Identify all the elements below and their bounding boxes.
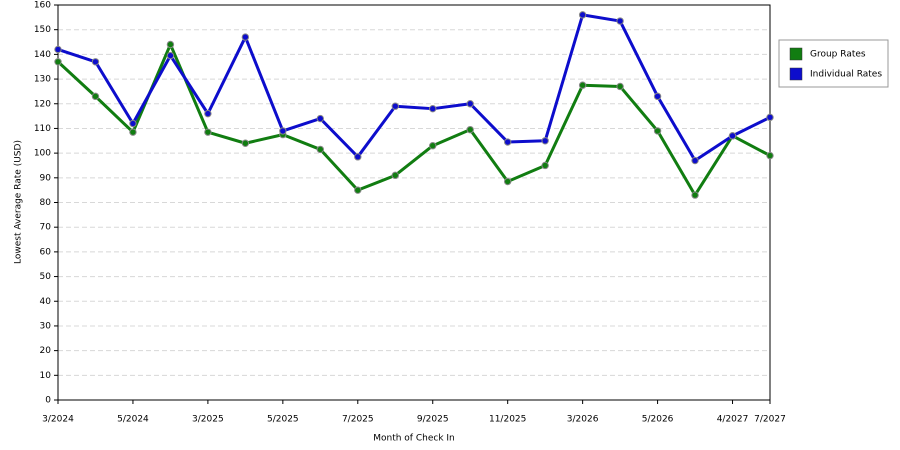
point — [166, 51, 175, 60]
plot-frame — [57, 4, 771, 401]
y-tick-label: 120 — [34, 99, 51, 109]
point — [204, 109, 212, 118]
point — [241, 33, 250, 41]
point — [503, 138, 512, 146]
point — [316, 114, 325, 123]
y-tick-label: 10 — [40, 371, 52, 381]
point — [279, 127, 287, 135]
y-tick-label: 150 — [34, 25, 51, 35]
point — [54, 58, 62, 66]
y-tick-label: 130 — [34, 75, 51, 85]
x-tick-label: 3/2026 — [567, 415, 599, 425]
legend-swatch — [789, 67, 803, 81]
point — [354, 153, 362, 161]
point — [578, 81, 587, 89]
y-tick-label: 20 — [40, 346, 52, 356]
point — [616, 17, 624, 25]
y-tick-label: 30 — [40, 321, 52, 331]
y-tick-label: 50 — [40, 272, 52, 282]
point — [653, 92, 662, 101]
x-tick-label: 11/2025 — [489, 415, 526, 425]
y-tick-label: 90 — [40, 173, 52, 183]
point — [728, 132, 737, 140]
y-tick-label: 40 — [40, 297, 52, 307]
point — [503, 177, 512, 186]
point — [129, 119, 137, 128]
point — [129, 128, 137, 136]
x-tick-label: 7/2025 — [342, 415, 374, 425]
point — [91, 58, 100, 66]
point — [354, 186, 362, 194]
point — [391, 171, 399, 180]
x-tick-label: 5/2024 — [117, 415, 149, 425]
point — [766, 113, 774, 122]
x-tick-label: 7/2027 — [754, 415, 786, 425]
y-tick-label: 110 — [34, 124, 51, 134]
point — [466, 100, 474, 108]
y-axis-label: Lowest Average Rate (USD) — [14, 140, 24, 264]
point — [429, 142, 437, 150]
point — [691, 191, 699, 199]
x-tick-label: 9/2025 — [417, 415, 449, 425]
point — [653, 127, 662, 135]
point — [91, 92, 100, 101]
point — [204, 128, 212, 136]
x-tick-label: 3/2025 — [192, 415, 224, 425]
point — [541, 161, 549, 170]
point — [466, 125, 474, 134]
x-tick-label: 3/2024 — [42, 415, 74, 425]
x-axis-label: Month of Check In — [373, 434, 455, 444]
y-tick-label: 70 — [40, 223, 52, 233]
y-tick-label: 0 — [45, 396, 51, 406]
point — [616, 82, 624, 91]
y-tick-label: 80 — [40, 198, 52, 208]
x-tick-label: 5/2026 — [642, 415, 674, 425]
y-tick-label: 140 — [34, 50, 51, 60]
point — [316, 145, 325, 154]
point — [691, 156, 699, 165]
y-tick-label: 100 — [34, 149, 51, 159]
y-tick-label: 160 — [34, 1, 51, 11]
point — [241, 139, 250, 147]
point — [429, 104, 437, 113]
x-tick-label: 5/2025 — [267, 415, 299, 425]
series-line — [57, 13, 771, 163]
legend-swatch — [789, 47, 803, 61]
point — [391, 102, 399, 110]
point — [541, 137, 549, 145]
legend-label: Individual Rates — [810, 70, 882, 80]
series-line — [56, 43, 771, 197]
point — [766, 151, 774, 160]
legend-label: Group Rates — [810, 50, 866, 60]
point — [166, 40, 175, 49]
y-tick-label: 60 — [40, 247, 52, 257]
point — [578, 11, 587, 19]
x-tick-label: 4/2027 — [717, 415, 749, 425]
point — [54, 45, 62, 54]
